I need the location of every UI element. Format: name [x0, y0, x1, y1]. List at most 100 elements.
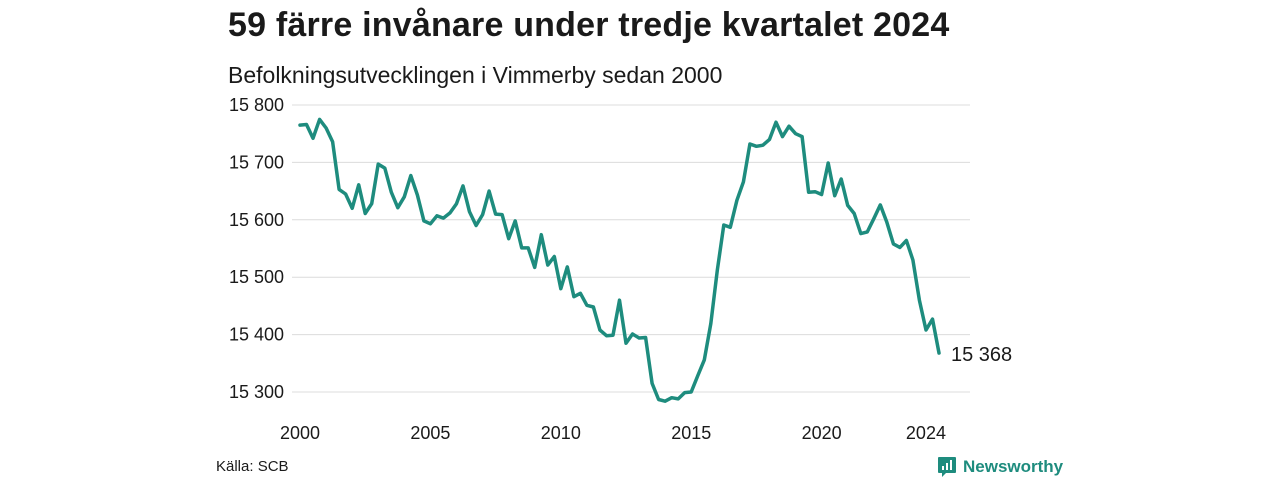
x-tick-label: 2020	[802, 423, 842, 443]
data-point	[760, 143, 765, 148]
x-tick-label: 2015	[671, 423, 711, 443]
data-point	[610, 333, 615, 338]
data-point	[428, 221, 433, 226]
data-point	[656, 397, 661, 402]
x-tick-label: 2024	[906, 423, 946, 443]
data-point	[858, 231, 863, 236]
y-tick-label: 15 600	[229, 210, 284, 230]
data-point	[702, 357, 707, 362]
data-point	[597, 328, 602, 333]
data-point	[571, 294, 576, 299]
data-point	[793, 131, 798, 136]
data-point	[852, 211, 857, 216]
data-point	[630, 332, 635, 337]
data-point	[663, 399, 668, 404]
data-point	[832, 193, 837, 198]
data-point	[389, 190, 394, 195]
data-point	[904, 238, 909, 243]
data-point	[787, 124, 792, 129]
data-point	[532, 265, 537, 270]
y-axis-ticks: 15 300 15 400 15 500 15 600 15 700 15 800	[229, 95, 284, 402]
data-point	[734, 198, 739, 203]
data-point	[747, 142, 752, 147]
data-point	[800, 134, 805, 139]
y-tick-label: 15 300	[229, 382, 284, 402]
y-tick-label: 15 400	[229, 325, 284, 345]
data-point	[682, 390, 687, 395]
data-point	[773, 120, 778, 125]
data-point	[363, 211, 368, 216]
data-point	[304, 122, 309, 127]
newsworthy-logo-icon	[938, 457, 956, 477]
data-point	[539, 232, 544, 237]
data-point	[565, 264, 570, 269]
data-point	[461, 183, 466, 188]
data-point	[695, 373, 700, 378]
brand-name: Newsworthy	[963, 457, 1064, 476]
data-point	[415, 193, 420, 198]
series-layer: 15 368	[298, 117, 1012, 404]
data-point	[689, 390, 694, 395]
data-point	[441, 216, 446, 221]
data-point	[591, 305, 596, 310]
data-point	[845, 203, 850, 208]
source-label: Källa: SCB	[216, 458, 289, 475]
data-point	[526, 245, 531, 250]
data-point	[806, 190, 811, 195]
data-point	[467, 209, 472, 214]
data-point	[813, 189, 818, 194]
y-tick-label: 15 800	[229, 95, 284, 115]
data-point	[676, 396, 681, 401]
chart-subtitle: Befolkningsutvecklingen i Vimmerby sedan…	[228, 62, 723, 88]
data-point	[513, 218, 518, 223]
data-point	[408, 173, 413, 178]
data-point	[506, 236, 511, 241]
data-point	[350, 206, 355, 211]
data-point	[839, 177, 844, 182]
brand-logo[interactable]: Newsworthy	[937, 456, 1063, 478]
data-point	[578, 291, 583, 296]
data-point	[937, 350, 942, 355]
end-value-label: 15 368	[951, 344, 1012, 366]
data-point	[317, 117, 322, 122]
data-point	[376, 162, 381, 167]
data-point	[395, 205, 400, 210]
data-point	[311, 136, 316, 141]
data-point	[728, 225, 733, 230]
data-point	[897, 245, 902, 250]
data-point	[337, 187, 342, 192]
data-point	[878, 202, 883, 207]
data-point	[826, 160, 831, 165]
data-point	[493, 212, 498, 217]
data-point	[865, 229, 870, 234]
data-point	[447, 210, 452, 215]
data-point	[819, 192, 824, 197]
data-point	[324, 125, 329, 130]
data-point	[780, 134, 785, 139]
data-point	[519, 245, 524, 250]
data-point	[480, 212, 485, 217]
data-point	[617, 298, 622, 303]
gridlines	[292, 104, 970, 393]
data-point	[624, 341, 629, 346]
data-point	[474, 223, 479, 228]
x-axis-ticks: 2000 2005 2010 2015 2020 2024	[280, 423, 946, 443]
data-point	[356, 182, 361, 187]
data-point	[910, 257, 915, 262]
x-tick-label: 2010	[541, 423, 581, 443]
data-point	[884, 220, 889, 225]
data-point	[650, 381, 655, 386]
data-point	[584, 303, 589, 308]
data-point	[643, 335, 648, 340]
data-point	[298, 123, 303, 128]
data-point	[421, 218, 426, 223]
data-point	[343, 191, 348, 196]
data-point	[754, 144, 759, 149]
data-point	[930, 317, 935, 322]
series-line	[298, 117, 941, 403]
data-point	[767, 137, 772, 142]
data-point	[402, 194, 407, 199]
x-tick-label: 2000	[280, 423, 320, 443]
data-point	[715, 268, 720, 273]
data-point	[604, 333, 609, 338]
